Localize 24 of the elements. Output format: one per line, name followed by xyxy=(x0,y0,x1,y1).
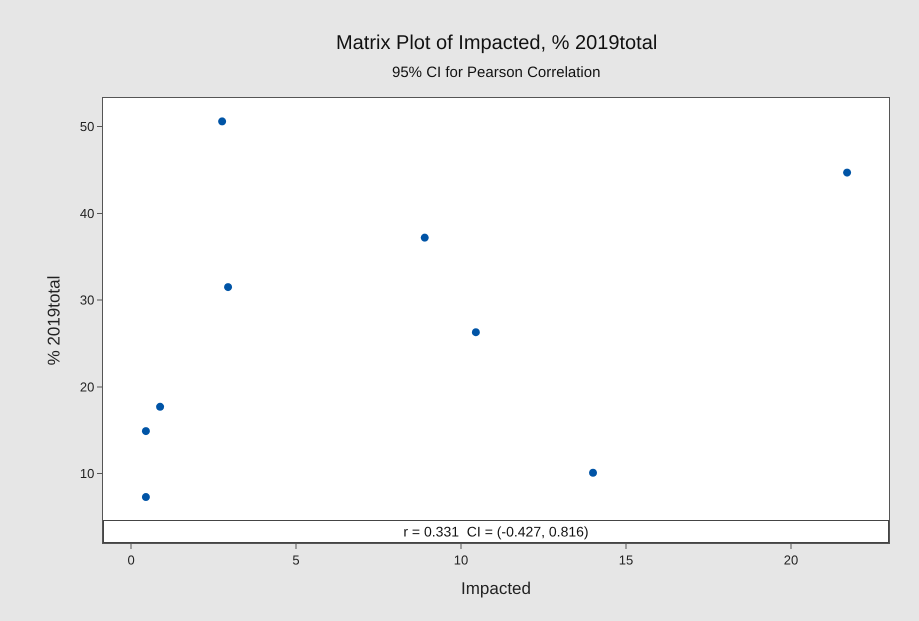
point xyxy=(142,427,150,436)
annotation: r = 0.331 CI = (-0.427, 0.816) xyxy=(403,524,589,540)
x-axis-title: Impacted xyxy=(461,579,531,598)
chart-title: Matrix Plot of Impacted, % 2019total xyxy=(336,32,658,54)
y-tick-label: 10 xyxy=(80,466,94,482)
point xyxy=(142,493,150,502)
x-tick-label: 20 xyxy=(784,552,798,568)
x-tick-label: 15 xyxy=(618,552,634,568)
x-tick-label: 5 xyxy=(292,552,300,568)
y-axis-title: % 2019total xyxy=(44,276,64,366)
y-tick-label: 50 xyxy=(80,119,94,134)
x-tick-label: 0 xyxy=(127,552,135,568)
point xyxy=(420,234,429,242)
point xyxy=(156,402,164,411)
point xyxy=(843,168,852,177)
y-tick-label: 30 xyxy=(80,292,94,308)
y-tick-label: 40 xyxy=(80,206,94,221)
x-tick-label: 10 xyxy=(454,552,468,568)
point xyxy=(472,328,480,336)
point xyxy=(589,468,598,477)
point xyxy=(218,117,226,126)
y-tick-label: 20 xyxy=(80,379,94,394)
chart-subtitle: 95% CI for Pearson Correlation xyxy=(392,64,600,81)
point xyxy=(224,283,232,292)
